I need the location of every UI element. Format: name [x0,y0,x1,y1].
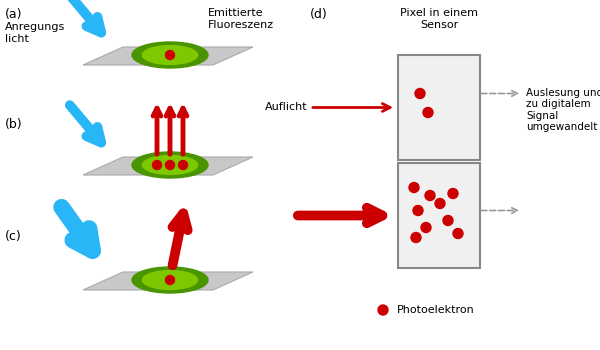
Text: Photoelektron: Photoelektron [397,305,475,315]
Ellipse shape [142,271,197,289]
Text: Pixel in einem
Sensor: Pixel in einem Sensor [400,8,478,30]
Circle shape [409,182,419,192]
Circle shape [166,161,175,169]
Circle shape [166,275,175,285]
Circle shape [378,305,388,315]
Bar [398,55,480,160]
Circle shape [411,232,421,243]
Ellipse shape [132,152,208,178]
Text: (a): (a) [5,8,23,21]
Circle shape [423,107,433,118]
Circle shape [421,223,431,232]
Text: Auflicht: Auflicht [265,102,308,112]
Text: (c): (c) [5,230,22,243]
Ellipse shape [132,267,208,293]
Circle shape [413,205,423,216]
Ellipse shape [132,42,208,68]
Ellipse shape [142,46,197,64]
Text: (b): (b) [5,118,23,131]
Text: (d): (d) [310,8,328,21]
Circle shape [435,198,445,209]
Circle shape [152,161,161,169]
Circle shape [166,50,175,60]
Text: Emittierte
Fluoreszenz: Emittierte Fluoreszenz [208,8,274,30]
Polygon shape [83,272,253,290]
Circle shape [443,216,453,225]
Circle shape [448,189,458,198]
Circle shape [425,190,435,201]
Circle shape [453,229,463,238]
Text: Anregungs
licht: Anregungs licht [5,22,65,44]
Ellipse shape [142,155,197,174]
Circle shape [179,161,187,169]
Polygon shape [83,47,253,65]
Polygon shape [83,157,253,175]
Text: Auslesung und
zu digitalem
Signal
umgewandelt: Auslesung und zu digitalem Signal umgewa… [526,88,600,132]
Bar [398,163,480,268]
Circle shape [415,89,425,98]
